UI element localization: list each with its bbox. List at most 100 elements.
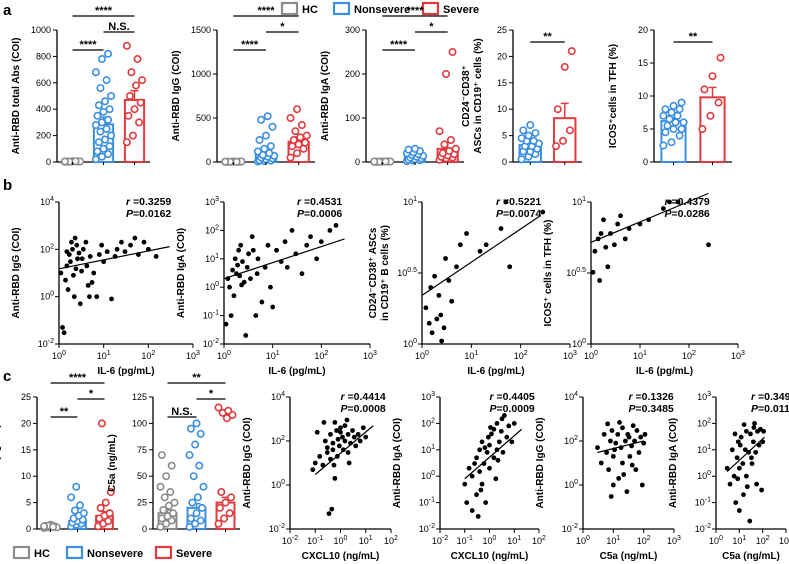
y-tick-label: 200: [345, 69, 360, 79]
data-point: [250, 247, 256, 253]
data-point: [94, 294, 100, 300]
legend-bottom-hc-swatch: [12, 545, 31, 560]
correlation-r: r =0.5221: [496, 196, 541, 208]
correlation-r: r =0.4531: [297, 196, 342, 208]
data-point: [324, 450, 330, 455]
data-point: [79, 256, 85, 262]
y-axis-label: Anti-RBD IgA (COI): [668, 418, 679, 508]
data-point: [638, 434, 644, 440]
panel-label-b: b: [3, 177, 12, 194]
data-point-severe: [122, 138, 131, 147]
x-tick-label: 10-1: [307, 535, 323, 546]
data-point: [481, 461, 487, 467]
data-point: [64, 263, 70, 269]
data-point-nonsevere: [268, 122, 277, 131]
data-point-severe: [700, 85, 709, 94]
data-point: [328, 456, 333, 462]
data-point: [482, 445, 488, 451]
significance-label: *: [429, 21, 434, 33]
data-point-severe: [97, 419, 106, 428]
data-point: [615, 221, 621, 227]
data-point: [751, 425, 757, 430]
data-point: [429, 330, 435, 336]
y-tick-label: 100: [40, 291, 54, 302]
data-point-nonsevere: [675, 131, 684, 140]
data-point: [740, 461, 746, 467]
y-tick-label: 125: [132, 392, 147, 402]
data-point: [246, 251, 251, 257]
y-tick-label: 101: [421, 444, 435, 455]
data-point: [77, 301, 83, 307]
data-point-severe: [133, 55, 142, 64]
y-tick-label: 102: [564, 435, 578, 446]
data-point-severe: [293, 105, 302, 114]
data-point: [760, 439, 766, 445]
chart-c4: 10-2 10-1 100 101 102 10-2 10-1 100 101 102 103 CXC…: [392, 391, 546, 562]
data-point-severe: [132, 81, 141, 90]
data-point: [74, 242, 80, 248]
data-point-nonsevere: [659, 111, 668, 120]
data-point-nonsevere: [193, 493, 202, 502]
data-point-nonsevere: [192, 509, 201, 518]
legend-nonsevere-swatch: [332, 1, 351, 16]
data-point: [317, 453, 323, 459]
y-tick-label: 104: [564, 391, 578, 402]
data-point-severe: [552, 142, 561, 151]
data-point: [749, 461, 755, 467]
legend-bottom-hc-label: HC: [34, 548, 50, 560]
data-point: [630, 423, 636, 429]
y-tick-label: 50: [137, 471, 147, 481]
x-tick-label: 10-2: [432, 535, 448, 546]
data-point: [320, 462, 326, 468]
data-point-severe: [442, 70, 451, 79]
chart-a1: 0 200 400 600 800 1000 Anti-RBD total Abs (COI…: [11, 5, 150, 167]
x-tick-label: 103: [563, 350, 577, 361]
data-point-nonsevere: [195, 461, 204, 470]
legend-hc-label: HC: [302, 4, 318, 16]
data-point-severe: [289, 136, 298, 145]
data-point-severe: [286, 114, 295, 123]
data-point-hc: [71, 157, 80, 166]
data-point: [355, 431, 361, 437]
data-point-severe: [106, 488, 115, 497]
data-point: [639, 482, 645, 488]
y-tick-label: 100: [564, 479, 578, 490]
data-point: [604, 450, 610, 455]
y-tick-label: 15: [21, 445, 31, 455]
y-axis-label: ICOS⁺ cells in TFH (%): [543, 220, 554, 327]
panel-label-c: c: [3, 368, 11, 385]
data-point: [346, 460, 352, 466]
x-axis-label: CXCL10 (ng/mL): [451, 551, 529, 562]
data-point: [334, 428, 339, 433]
x-tick-label: 100: [52, 350, 66, 361]
data-point: [282, 239, 288, 245]
data-point-severe: [136, 98, 145, 107]
data-point: [493, 476, 499, 482]
y-tick-label: 500: [196, 113, 211, 123]
data-point: [603, 244, 609, 250]
x-tick-label: 102: [141, 350, 155, 361]
x-tick-label: 103: [363, 350, 377, 361]
data-point-hc: [49, 522, 58, 531]
data-point: [348, 440, 353, 446]
chart-a5: 0 5 10 15 20 ICOS⁺cells in TFH (%) **: [608, 25, 732, 167]
y-axis-label: Anti-RBD IgG (COI): [11, 227, 22, 318]
legend-bottom-severe-label: Severe: [176, 548, 212, 560]
y-axis-label-line: CD24⁻CD38⁺: [461, 65, 472, 127]
data-point: [597, 278, 603, 283]
data-point: [235, 262, 240, 268]
y-axis-label: Anti-RBD IgA (COI): [320, 51, 331, 141]
data-point-severe: [438, 149, 447, 158]
data-point: [85, 282, 91, 288]
correlation-r: r =0.1326: [629, 391, 674, 403]
data-point: [494, 421, 500, 426]
data-point: [487, 465, 492, 471]
data-point-severe: [104, 517, 113, 526]
y-tick-label: 101: [403, 196, 417, 207]
y-tick-label: 101: [572, 196, 586, 207]
regression-line: [421, 215, 541, 296]
